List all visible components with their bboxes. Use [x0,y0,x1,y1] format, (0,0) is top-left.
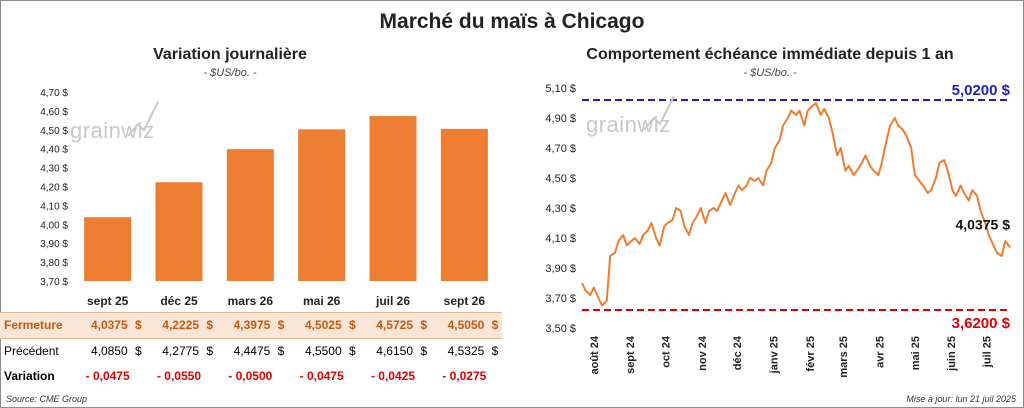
cell-value: 4,3975 [233,318,271,332]
cell-unit: $ [348,344,356,358]
cell-unit: $ [420,344,427,358]
y-tick-label: 4,30 $ [40,164,68,175]
x-tick-label: nov 24 [697,335,709,371]
watermark-text: grainwiz [70,118,155,143]
y-tick-label: 4,90 $ [545,113,576,125]
watermark-text: grainwiz [586,112,671,137]
y-tick-label: 4,00 $ [40,220,68,231]
x-tick-label: oct 24 [660,335,672,368]
watermark-logo-right: grainwiz [586,95,675,138]
cell-unit: $ [206,318,213,332]
watermark-mark-icon [127,101,159,137]
row-label: Précédent [4,344,59,358]
cell-unit: $ [134,344,142,358]
y-tick-label: 4,70 $ [545,143,576,155]
bar [440,128,488,281]
cell-unit: $ [277,344,285,358]
line-chart: 3,50 $ 3,70 $ 3,90 $ 4,10 $ 4,30 $ 4,50 $ 4,70… [545,82,1011,378]
table-cell: - 0,0475 [299,369,344,383]
y-tick-label: 4,50 $ [40,126,68,137]
cell-value: 4,5725 [376,318,413,332]
x-tick-label: janv 25 [769,336,781,374]
y-tick-label: 4,40 $ [40,145,68,156]
source-note: Source: CME Group [6,394,88,404]
x-tick-label: déc 25 [160,294,198,308]
x-tick-label: mars 25 [838,336,850,378]
y-tick-label: 4,70 $ [40,88,68,99]
watermark-mark-icon [643,95,675,131]
x-tick-label: mars 26 [228,294,274,308]
table-cell: - 0,0475 [85,369,130,383]
y-tick-label: 3,90 $ [545,263,576,275]
last-value-label: 4,0375 $ [956,216,1011,232]
cell-unit: $ [206,344,213,358]
y-tick-label: 5,10 $ [545,83,576,95]
bar [226,149,274,281]
table-cell: - 0,0550 [156,369,202,383]
x-tick-label: sept 24 [625,335,637,374]
table-row: Précédent 4,0850 $4,2775 $4,4475 $4,5500 $4,6… [0,339,502,364]
bar [298,129,346,281]
x-tick-label: juil 26 [375,294,410,308]
table-cell: - 0,0500 [228,369,273,383]
y-tick-label: 3,90 $ [40,239,68,250]
cell-unit: $ [277,318,285,332]
row-label: Fermeture [4,318,63,332]
bar [84,217,132,281]
y-tick-label: 3,80 $ [40,258,68,269]
cell-value: 4,2225 [162,318,199,332]
y-tick-label: 4,60 $ [40,107,68,118]
cell-value: 4,6150 [376,344,413,358]
line-chart-title: Comportement échéance immédiate depuis 1… [586,46,954,63]
y-tick-label: 4,10 $ [545,233,576,245]
cell-value: 4,5500 [304,344,342,358]
bar-chart-title: Variation journalière [153,46,307,63]
line-chart-subtitle: - $US/bo. - [743,67,797,79]
y-tick-label: 4,50 $ [545,173,576,185]
price-series-line [581,102,1011,307]
cell-value: 4,5325 [447,344,485,358]
table-row: Fermeture 4,0375 $4,2225 $4,3975 $4,5025 $4,5… [0,312,502,339]
x-tick-label: juil 25 [981,336,993,368]
bar-chart-subtitle: - $US/bo. - [203,67,257,79]
cell-value: 4,4475 [233,344,271,358]
cell-value: 4,0375 [90,318,128,332]
x-tick-label: juin 25 [946,336,958,372]
table-row: Variation - 0,0475 - 0,0550 - 0,0500 - 0,047… [0,364,502,389]
cell-unit: $ [491,344,499,358]
x-tick-label: févr 25 [805,336,817,371]
x-tick-label: août 24 [589,335,601,374]
cell-unit: $ [420,318,427,332]
update-note: Mise à jour: lun 21 juil 2025 [906,394,1016,404]
cell-unit: $ [491,318,499,332]
x-tick-label: mai 25 [910,336,922,370]
row-label: Variation [4,369,55,383]
y-tick-label: 3,50 $ [545,323,576,335]
watermark-logo-left: grainwiz [70,101,159,144]
y-tick-label: 3,70 $ [40,277,68,288]
page-title: Marché du maïs à Chicago [379,10,645,33]
y-tick-label: 4,20 $ [40,183,68,194]
cell-value: 4,5050 [447,318,485,332]
bar [155,182,203,281]
x-tick-label: avr 25 [874,336,886,368]
x-tick-label: sept 25 [87,294,129,308]
y-tick-label: 3,70 $ [545,293,576,305]
high-reference-label: 5,0200 $ [952,82,1011,99]
cell-unit: $ [134,318,142,332]
y-tick-label: 4,30 $ [545,203,576,215]
table-cell: - 0,0425 [370,369,416,383]
low-reference-label: 3,6200 $ [952,315,1011,332]
bar-chart: 3,70 $ 3,80 $ 3,90 $ 4,00 $ 4,10 $ 4,20 $ 4,30… [40,88,488,308]
x-tick-label: déc 24 [732,335,744,370]
cell-value: 4,0850 [90,344,128,358]
cell-unit: $ [348,318,356,332]
y-tick-label: 4,10 $ [40,201,68,212]
x-tick-label: sept 26 [444,294,486,308]
bar [369,116,417,281]
cell-value: 4,2775 [162,344,199,358]
cell-value: 4,5025 [304,318,342,332]
x-tick-label: mai 26 [303,294,341,308]
table-cell: - 0,0275 [442,369,487,383]
